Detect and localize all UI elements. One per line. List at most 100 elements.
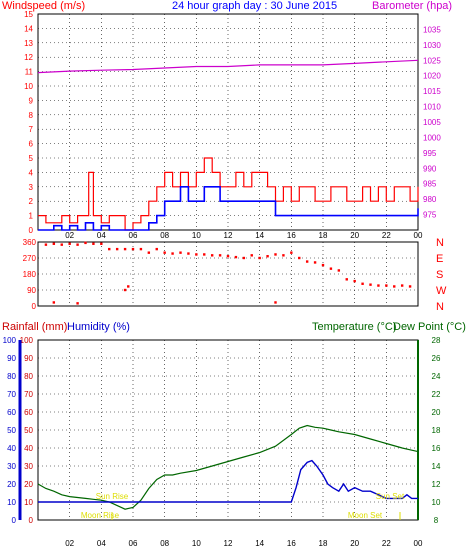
temperature-series-line xyxy=(37,424,419,510)
wind-ytick-label: 4 xyxy=(29,168,34,177)
rainfall-ytick-label: 30 xyxy=(24,462,33,471)
direction-point xyxy=(345,278,348,281)
baro-ytick-label: 980 xyxy=(423,195,437,204)
baro-ytick-label: 1005 xyxy=(423,118,441,127)
temperature-ytick-label: 12 xyxy=(432,480,441,489)
direction-point xyxy=(266,255,269,258)
rainfall-ytick-label: 0 xyxy=(29,516,34,525)
temperature-ytick-label: 20 xyxy=(432,408,441,417)
temp-xtick-label: 04 xyxy=(97,539,106,548)
direction-point xyxy=(361,282,364,285)
compass-label: N xyxy=(436,237,444,249)
temperature-axis-title: Temperature (°C) xyxy=(312,321,396,333)
wind-xtick-label: 20 xyxy=(350,231,359,240)
wind-ytick-label: 0 xyxy=(29,226,34,235)
rainfall-ytick-label: 70 xyxy=(24,390,33,399)
direction-point xyxy=(187,252,190,255)
direction-point xyxy=(400,284,404,287)
rainfall-axis-title: Rainfall (mm) xyxy=(2,321,67,333)
compass-label: E xyxy=(436,253,443,265)
wind-baro-panel: 0123456789101112131415975980985990995100… xyxy=(24,10,441,240)
temperature-ytick-label: 14 xyxy=(432,462,441,471)
temp-xtick-label: 18 xyxy=(319,539,328,548)
dewpoint-axis-title: Dew Point (°C) xyxy=(393,321,466,333)
direction-point xyxy=(274,253,277,256)
wind-ytick-label: 6 xyxy=(29,140,34,149)
wind-xtick-label: 04 xyxy=(97,231,106,240)
humidity-ytick-label: 70 xyxy=(7,390,16,399)
baro-ytick-label: 1015 xyxy=(423,87,441,96)
direction-point xyxy=(282,254,285,257)
wind-xtick-label: 22 xyxy=(382,231,391,240)
wind-ytick-label: 5 xyxy=(29,154,34,163)
temperature-ytick-label: 16 xyxy=(432,444,441,453)
humidity-ytick-label: 30 xyxy=(7,462,16,471)
direction-point xyxy=(139,247,143,251)
direction-point xyxy=(242,256,246,260)
wind-ytick-label: 15 xyxy=(24,10,33,19)
wind-xtick-label: 14 xyxy=(255,231,264,240)
rainfall-ytick-label: 50 xyxy=(24,426,33,435)
direction-point xyxy=(369,283,372,286)
astro-annotation: Moon Rise xyxy=(81,511,120,520)
baro-ytick-label: 1010 xyxy=(423,103,441,112)
temperature-ytick-label: 22 xyxy=(432,390,441,399)
direction-point xyxy=(108,247,111,251)
temperature-ytick-label: 28 xyxy=(432,336,441,345)
direction-ytick-label: 270 xyxy=(23,254,37,263)
direction-point xyxy=(179,251,182,254)
compass-label: W xyxy=(436,285,447,297)
baro-ytick-label: 1030 xyxy=(423,41,441,50)
rainfall-ytick-label: 100 xyxy=(20,336,34,345)
wind-xtick-label: 02 xyxy=(65,231,74,240)
rainfall-ytick-label: 60 xyxy=(24,408,33,417)
wind-ytick-label: 3 xyxy=(29,183,34,192)
direction-point xyxy=(305,260,309,263)
direction-point xyxy=(195,253,198,256)
baro-ytick-label: 1025 xyxy=(423,56,441,65)
compass-label: S xyxy=(436,269,443,281)
direction-point xyxy=(234,255,238,259)
rainfall-ytick-label: 80 xyxy=(24,372,33,381)
rainfall-ytick-label: 40 xyxy=(24,444,33,453)
wind-ytick-label: 1 xyxy=(29,212,34,221)
direction-point xyxy=(68,242,71,245)
wind-xtick-label: 16 xyxy=(287,231,296,240)
temperature-ytick-label: 18 xyxy=(432,426,441,435)
direction-point xyxy=(353,279,356,283)
humidity-series-line xyxy=(38,459,418,503)
direction-point xyxy=(210,254,214,257)
direction-point xyxy=(408,285,412,288)
wind-xtick-label: 10 xyxy=(192,231,201,240)
direction-outlier-point xyxy=(274,301,277,304)
direction-outlier-point xyxy=(123,288,127,292)
average-series-line xyxy=(38,186,419,231)
direction-point xyxy=(171,252,174,255)
humidity-ytick-label: 10 xyxy=(7,498,16,507)
wind-ytick-label: 11 xyxy=(25,68,34,77)
temperature-ytick-label: 26 xyxy=(432,354,441,363)
wind-axis-title: Windspeed (m/s) xyxy=(2,0,85,12)
direction-point xyxy=(337,269,341,272)
direction-point xyxy=(92,242,95,245)
humidity-ytick-label: 40 xyxy=(7,444,16,453)
temp-xtick-label: 06 xyxy=(129,539,138,548)
rainfall-ytick-label: 90 xyxy=(24,354,33,363)
baro-ytick-label: 990 xyxy=(423,164,437,173)
wind-ytick-label: 13 xyxy=(24,39,33,48)
temp-xtick-label: 20 xyxy=(350,539,359,548)
direction-point xyxy=(115,247,119,251)
humidity-ytick-label: 50 xyxy=(7,426,16,435)
direction-point xyxy=(123,247,127,251)
direction-point xyxy=(155,247,158,251)
direction-outlier-point xyxy=(76,302,79,305)
direction-point xyxy=(84,241,87,245)
direction-point xyxy=(321,263,325,267)
wind-xtick-label: 08 xyxy=(160,231,169,240)
direction-outlier-point xyxy=(127,285,130,288)
temp-xtick-label: 00 xyxy=(414,539,423,548)
direction-point xyxy=(385,284,388,287)
baro-ytick-label: 1000 xyxy=(423,133,441,142)
